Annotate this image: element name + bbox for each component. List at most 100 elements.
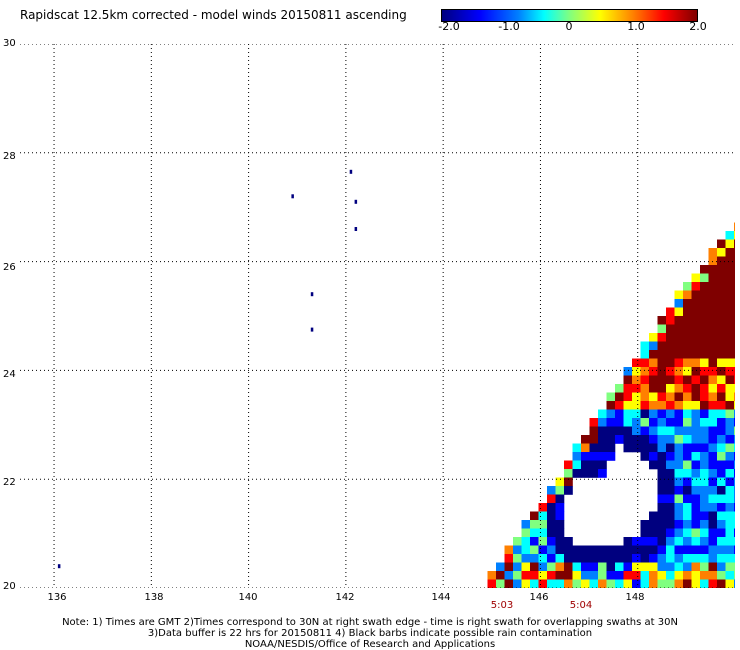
wind-difference-cell — [623, 562, 633, 572]
wind-difference-cell — [572, 579, 582, 588]
wind-difference-cell — [725, 324, 735, 334]
wind-difference-cell — [674, 426, 684, 436]
wind-difference-cell — [666, 392, 675, 402]
wind-difference-cell — [683, 537, 692, 546]
wind-difference-cell — [640, 401, 650, 410]
wind-difference-cell — [683, 333, 692, 342]
wind-difference-cell — [657, 443, 667, 453]
wind-difference-cell — [700, 350, 709, 359]
wind-difference-cell — [538, 528, 548, 538]
wind-difference-cell — [725, 554, 735, 563]
wind-difference-cell — [717, 477, 726, 487]
wind-difference-cell — [530, 511, 539, 521]
wind-difference-cell — [589, 460, 599, 470]
wind-difference-cell — [725, 341, 735, 351]
wind-difference-cell — [708, 299, 718, 308]
wind-difference-cell — [666, 469, 675, 478]
island-marker — [310, 292, 314, 297]
wind-difference-cell — [589, 571, 599, 580]
wind-difference-cell — [708, 341, 718, 351]
wind-difference-cell — [555, 486, 565, 495]
wind-difference-cell — [666, 443, 675, 453]
wind-difference-cell — [683, 494, 692, 504]
wind-difference-cell — [513, 554, 522, 563]
wind-difference-cell — [623, 571, 633, 580]
wind-difference-cell — [708, 503, 718, 512]
colorbar-tick-label: 2.0 — [689, 20, 707, 33]
wind-difference-cell — [640, 554, 650, 563]
wind-difference-cell — [657, 460, 667, 470]
wind-difference-cell — [734, 350, 735, 359]
wind-difference-cell — [734, 256, 735, 266]
wind-difference-cell — [649, 443, 658, 453]
wind-difference-cell — [683, 545, 692, 555]
wind-difference-cell — [725, 537, 735, 546]
wind-difference-cell — [640, 443, 650, 453]
wind-difference-cell — [691, 554, 701, 563]
wind-difference-cell — [734, 384, 735, 393]
wind-difference-cell — [623, 392, 633, 402]
wind-difference-cell — [734, 486, 735, 495]
wind-difference-cell — [632, 367, 641, 376]
colorbar-tick-label: 1.0 — [627, 20, 645, 33]
wind-difference-cell — [649, 350, 658, 359]
wind-difference-cell — [572, 443, 582, 453]
wind-difference-cell — [717, 375, 726, 385]
wind-difference-cell — [666, 494, 675, 504]
wind-difference-cell — [589, 579, 599, 588]
wind-difference-cell — [717, 409, 726, 419]
wind-difference-cell — [691, 426, 701, 436]
wind-difference-cell — [708, 571, 718, 580]
wind-difference-cell — [683, 460, 692, 470]
wind-difference-cell — [666, 341, 675, 351]
wind-difference-cell — [547, 579, 556, 588]
footnote-line-3: NOAA/NESDIS/Office of Research and Appli… — [244, 639, 496, 650]
wind-difference-cell — [615, 384, 624, 393]
wind-difference-cell — [666, 350, 675, 359]
wind-difference-cell — [623, 384, 633, 393]
wind-difference-cell — [530, 571, 539, 580]
wind-difference-cell — [683, 307, 692, 317]
wind-difference-cell — [640, 545, 650, 555]
wind-difference-cell — [708, 486, 718, 495]
wind-difference-cell — [717, 265, 726, 274]
island-marker — [57, 564, 61, 569]
wind-difference-cell — [657, 418, 667, 427]
wind-difference-cell — [555, 503, 565, 512]
wind-difference-cell — [623, 418, 633, 427]
wind-difference-cell — [547, 528, 556, 538]
wind-difference-cell — [521, 528, 531, 538]
wind-difference-cell — [615, 545, 624, 555]
wind-difference-cell — [649, 452, 658, 461]
wind-difference-cell — [734, 273, 735, 283]
wind-difference-cell — [530, 554, 539, 563]
wind-difference-cell — [700, 333, 709, 342]
wind-difference-cell — [666, 579, 675, 588]
wind-difference-cell — [734, 571, 735, 580]
wind-difference-cell — [725, 375, 735, 385]
wind-difference-cell — [691, 579, 701, 588]
wind-difference-cell — [674, 503, 684, 512]
wind-difference-cell — [632, 392, 641, 402]
wind-difference-cell — [691, 486, 701, 495]
wind-difference-cell — [734, 341, 735, 351]
wind-difference-cell — [717, 562, 726, 572]
wind-difference-cell — [700, 426, 709, 436]
wind-difference-cell — [649, 358, 658, 368]
wind-difference-cell — [708, 528, 718, 538]
wind-difference-cell — [725, 367, 735, 376]
wind-difference-cell — [649, 375, 658, 385]
wind-difference-cell — [564, 562, 573, 572]
wind-difference-cell — [674, 537, 684, 546]
wind-difference-cell — [725, 256, 735, 266]
wind-difference-cell — [632, 579, 641, 588]
wind-difference-cell — [683, 409, 692, 419]
wind-difference-cell — [725, 486, 735, 495]
wind-difference-cell — [717, 324, 726, 334]
wind-difference-cell — [691, 358, 701, 368]
wind-difference-cell — [572, 562, 582, 572]
wind-difference-cell — [700, 528, 709, 538]
wind-difference-cell — [666, 418, 675, 427]
wind-difference-cell — [530, 545, 539, 555]
wind-difference-cell — [623, 367, 633, 376]
